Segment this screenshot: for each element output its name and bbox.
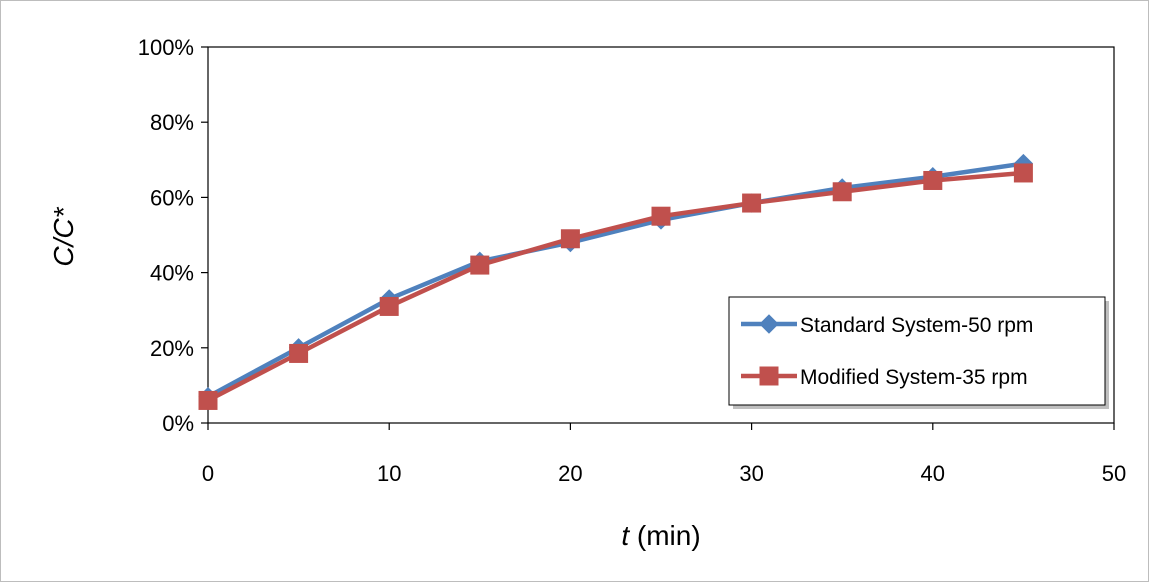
legend-label: Standard System-50 rpm (800, 314, 1033, 337)
y-tick-label: 20% (150, 336, 194, 361)
y-tick-label: 40% (150, 261, 194, 286)
legend-swatch-marker (760, 367, 778, 385)
y-tick-label: 100% (138, 35, 194, 60)
legend-label: Modified System-35 rpm (800, 366, 1028, 389)
series-2-point (380, 297, 398, 315)
series-2-point (743, 194, 761, 212)
x-tick-label: 20 (558, 461, 582, 486)
series-2-point (199, 391, 217, 409)
x-tick-label: 10 (377, 461, 401, 486)
x-tick-label: 0 (202, 461, 214, 486)
series-2-point (1014, 164, 1032, 182)
y-axis-title: C/C* (48, 206, 79, 266)
series-2-point (471, 256, 489, 274)
x-axis-title: t (min) (621, 520, 700, 551)
x-axis-unit: (min) (629, 520, 701, 551)
series-2-point (833, 183, 851, 201)
y-tick-label: 80% (150, 110, 194, 135)
x-tick-label: 50 (1102, 461, 1126, 486)
y-tick-label: 0% (162, 411, 194, 436)
series-2-point (924, 171, 942, 189)
x-tick-labels: 0 10 20 30 40 50 (202, 461, 1126, 486)
series-2-point (290, 344, 308, 362)
series-2-point (652, 207, 670, 225)
series-2-point (561, 230, 579, 248)
y-tick-labels: 0% 20% 40% 60% 80% 100% (138, 35, 194, 436)
x-tick-label: 30 (739, 461, 763, 486)
y-tick-label: 60% (150, 185, 194, 210)
legend: Standard System-50 rpm Modified System-35… (729, 297, 1109, 409)
x-tick-label: 40 (921, 461, 945, 486)
